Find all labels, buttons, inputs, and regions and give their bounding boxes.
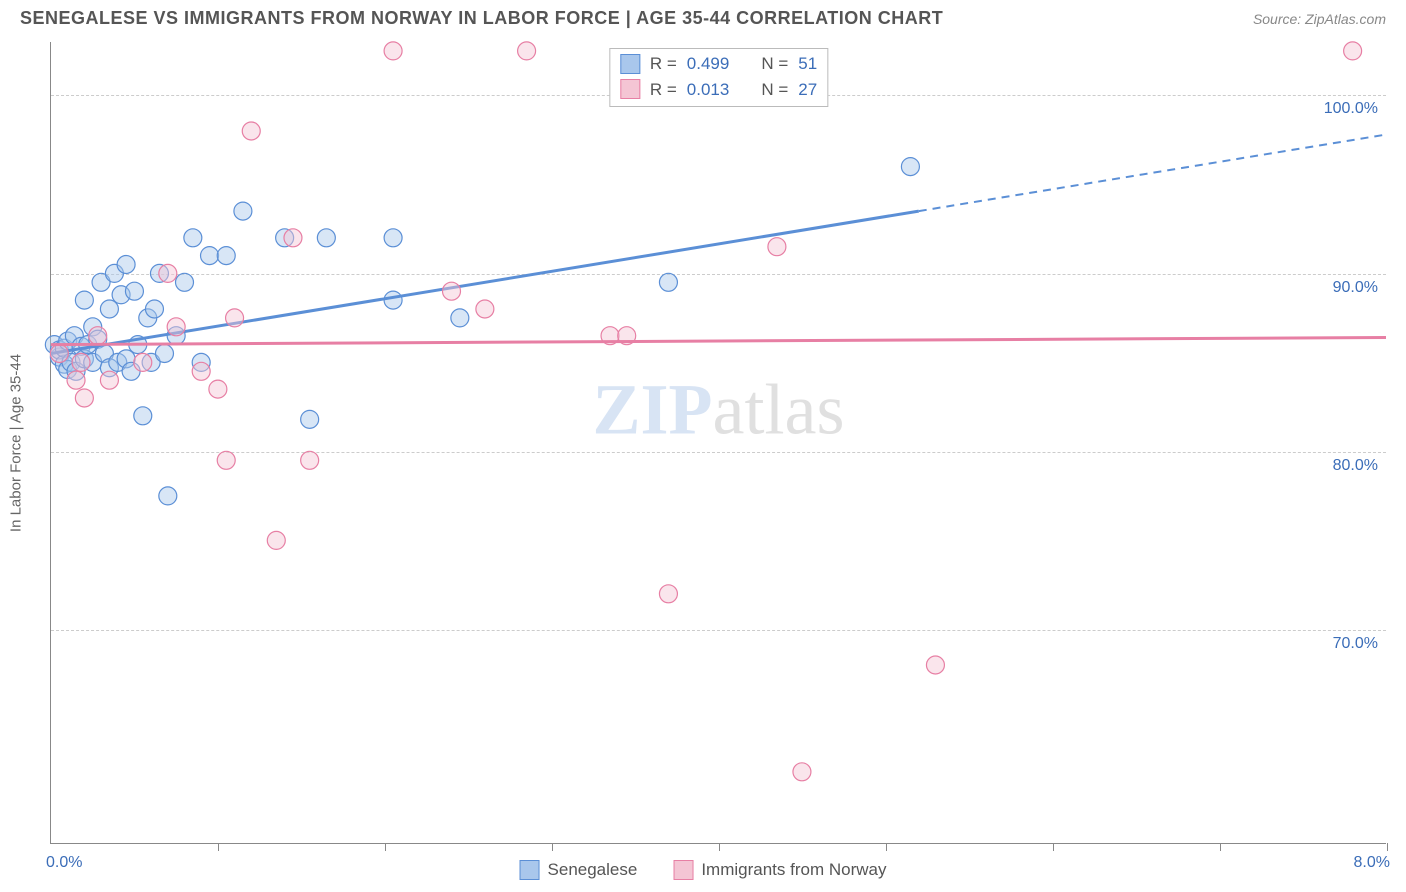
data-point	[117, 256, 135, 274]
legend-swatch	[520, 860, 540, 880]
source-attribution: Source: ZipAtlas.com	[1253, 11, 1386, 27]
x-axis-max-label: 8.0%	[1354, 854, 1390, 872]
trend-line	[51, 337, 1386, 344]
data-point	[176, 273, 194, 291]
stat-r-label: R =	[650, 51, 677, 77]
data-point	[317, 229, 335, 247]
x-tick	[1053, 843, 1054, 851]
legend-item: Senegalese	[520, 860, 638, 880]
legend-swatch	[620, 54, 640, 74]
x-tick	[1387, 843, 1388, 851]
chart-svg	[51, 42, 1386, 843]
x-tick	[552, 843, 553, 851]
data-point	[226, 309, 244, 327]
y-axis-label: In Labor Force | Age 35-44	[8, 354, 25, 532]
data-point	[145, 300, 163, 318]
legend-swatch	[620, 79, 640, 99]
data-point	[284, 229, 302, 247]
y-tick-label: 80.0%	[1333, 457, 1378, 475]
trend-line-extrapolated	[919, 135, 1386, 212]
data-point	[100, 300, 118, 318]
data-point	[301, 451, 319, 469]
data-point	[159, 487, 177, 505]
data-point	[267, 531, 285, 549]
data-point	[89, 327, 107, 345]
data-point	[384, 229, 402, 247]
data-point	[75, 389, 93, 407]
data-point	[217, 451, 235, 469]
data-point	[242, 122, 260, 140]
data-point	[793, 763, 811, 781]
x-tick	[719, 843, 720, 851]
stat-n-label: N =	[761, 51, 788, 77]
data-point	[234, 202, 252, 220]
stats-legend-row: R = 0.499 N = 51	[620, 51, 817, 77]
chart-title: SENEGALESE VS IMMIGRANTS FROM NORWAY IN …	[20, 8, 943, 29]
stat-r-value: 0.499	[687, 51, 730, 77]
data-point	[768, 238, 786, 256]
data-point	[443, 282, 461, 300]
data-point	[75, 291, 93, 309]
data-point	[184, 229, 202, 247]
data-point	[659, 273, 677, 291]
data-point	[155, 345, 173, 363]
data-point	[125, 282, 143, 300]
data-point	[100, 371, 118, 389]
x-tick	[1220, 843, 1221, 851]
stat-r-label: R =	[650, 77, 677, 103]
data-point	[384, 42, 402, 60]
scatter-plot: ZIPatlas R =0.499N =51R =0.013N =27 70.0…	[50, 42, 1386, 844]
data-point	[1344, 42, 1362, 60]
legend-label: Immigrants from Norway	[701, 860, 886, 880]
x-tick	[385, 843, 386, 851]
data-point	[217, 247, 235, 265]
x-tick	[218, 843, 219, 851]
legend-label: Senegalese	[548, 860, 638, 880]
data-point	[926, 656, 944, 674]
legend-swatch	[673, 860, 693, 880]
y-tick-label: 90.0%	[1333, 279, 1378, 297]
stat-r-value: 0.013	[687, 77, 730, 103]
data-point	[167, 318, 185, 336]
data-point	[384, 291, 402, 309]
data-point	[50, 345, 68, 363]
data-point	[209, 380, 227, 398]
data-point	[659, 585, 677, 603]
plot-area: In Labor Force | Age 35-44 ZIPatlas R =0…	[50, 42, 1386, 844]
data-point	[301, 410, 319, 428]
x-tick	[886, 843, 887, 851]
data-point	[451, 309, 469, 327]
data-point	[134, 407, 152, 425]
y-tick-label: 70.0%	[1333, 635, 1378, 653]
data-point	[192, 362, 210, 380]
y-tick-label: 100.0%	[1324, 100, 1378, 118]
stat-n-label: N =	[761, 77, 788, 103]
data-point	[518, 42, 536, 60]
series-legend: Senegalese Immigrants from Norway	[520, 860, 887, 880]
legend-item: Immigrants from Norway	[673, 860, 886, 880]
data-point	[72, 353, 90, 371]
data-point	[159, 264, 177, 282]
data-point	[134, 353, 152, 371]
data-point	[67, 371, 85, 389]
data-point	[201, 247, 219, 265]
stat-n-value: 51	[798, 51, 817, 77]
stat-n-value: 27	[798, 77, 817, 103]
stats-legend: R = 0.499 N = 51 R = 0.013 N = 27	[609, 48, 828, 107]
x-axis-min-label: 0.0%	[46, 854, 82, 872]
data-point	[901, 158, 919, 176]
stats-legend-row: R = 0.013 N = 27	[620, 77, 817, 103]
data-point	[476, 300, 494, 318]
